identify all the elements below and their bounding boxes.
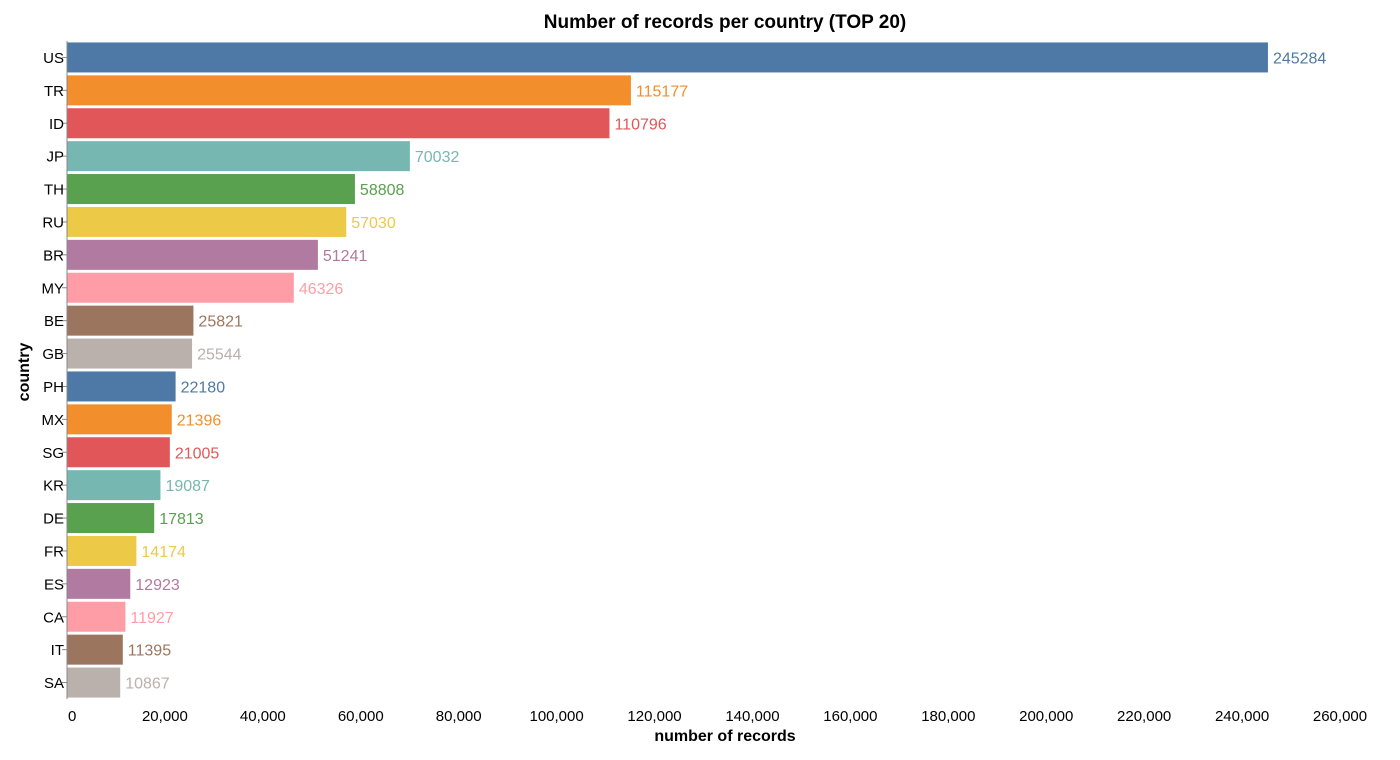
bar-gb bbox=[67, 338, 193, 369]
bar-br bbox=[67, 239, 318, 270]
bar-sg bbox=[67, 437, 170, 468]
bar-ru bbox=[67, 206, 347, 237]
data-label-id: 110796 bbox=[614, 116, 666, 133]
x-axis: 0 20,000 40,000 60,000 80,000 100,000 120,000 1… bbox=[68, 708, 1367, 725]
bar-it bbox=[67, 634, 123, 665]
bar-sa bbox=[67, 667, 121, 698]
bar-es bbox=[67, 568, 131, 599]
x-tick-label: 240,000 bbox=[1215, 708, 1269, 725]
x-tick-label: 140,000 bbox=[725, 708, 779, 725]
y-axis-title: country bbox=[16, 343, 33, 402]
data-label-us: 245284 bbox=[1273, 50, 1326, 67]
x-tick-label: 80,000 bbox=[436, 708, 482, 725]
data-label-sg: 21005 bbox=[175, 445, 220, 462]
y-tick-label-ru: RU bbox=[42, 214, 64, 231]
bar-fr bbox=[67, 535, 137, 566]
data-label-tr: 115177 bbox=[636, 83, 688, 100]
data-label-kr: 19087 bbox=[165, 478, 210, 495]
data-label-gb: 25544 bbox=[197, 347, 242, 364]
x-tick-label: 220,000 bbox=[1117, 708, 1171, 725]
bar-kr bbox=[67, 470, 161, 501]
y-tick-label-de: DE bbox=[43, 511, 64, 528]
y-tick-label-sa: SA bbox=[44, 675, 64, 692]
data-label-es: 12923 bbox=[135, 577, 180, 594]
y-tick-label-es: ES bbox=[44, 576, 64, 593]
data-label-mx: 21396 bbox=[177, 412, 222, 429]
y-tick-label-it: IT bbox=[51, 642, 64, 659]
x-tick-label: 260,000 bbox=[1313, 708, 1367, 725]
bar-jp bbox=[67, 141, 410, 172]
data-label-de: 17813 bbox=[159, 511, 204, 528]
data-label-br: 51241 bbox=[323, 248, 368, 265]
y-tick-label-br: BR bbox=[43, 247, 64, 264]
bar-th bbox=[67, 174, 355, 205]
bar-de bbox=[67, 503, 155, 534]
bar-my bbox=[67, 272, 294, 303]
data-label-sa: 10867 bbox=[125, 676, 170, 693]
y-tick-label-gb: GB bbox=[42, 346, 64, 363]
bars-group: 245284 115177 110796 70032 58808 57030 51241 46… bbox=[67, 42, 1326, 698]
data-label-ph: 22180 bbox=[181, 379, 226, 396]
y-tick-label-ph: PH bbox=[43, 379, 64, 396]
bar-tr bbox=[67, 75, 631, 106]
data-label-fr: 14174 bbox=[141, 544, 186, 561]
x-tick-label: 120,000 bbox=[627, 708, 681, 725]
x-tick-label: 180,000 bbox=[921, 708, 975, 725]
y-axis: US TR ID JP TH RU BR MY BE GB PH MX SG KR DE FR ES CA IT SA bbox=[42, 41, 68, 699]
y-tick-label-ca: CA bbox=[43, 609, 64, 626]
chart-title: Number of records per country (TOP 20) bbox=[544, 12, 907, 33]
x-tick-label: 40,000 bbox=[240, 708, 286, 725]
x-axis-title: number of records bbox=[654, 728, 795, 745]
x-tick-label: 160,000 bbox=[823, 708, 877, 725]
y-tick-label-my: MY bbox=[42, 280, 65, 297]
data-label-be: 25821 bbox=[198, 314, 243, 331]
y-tick-label-mx: MX bbox=[42, 412, 65, 429]
x-tick-label: 200,000 bbox=[1019, 708, 1073, 725]
bar-ca bbox=[67, 601, 126, 632]
x-tick-label: 100,000 bbox=[529, 708, 583, 725]
data-label-ca: 11927 bbox=[130, 610, 173, 627]
y-tick-label-fr: FR bbox=[44, 543, 64, 560]
bar-id bbox=[67, 108, 610, 139]
y-tick-label-jp: JP bbox=[46, 149, 64, 166]
x-tick-label: 60,000 bbox=[338, 708, 384, 725]
bar-be bbox=[67, 305, 194, 336]
data-label-jp: 70032 bbox=[415, 149, 460, 166]
x-tick-label: 20,000 bbox=[142, 708, 188, 725]
data-label-my: 46326 bbox=[299, 281, 344, 298]
y-tick-label-tr: TR bbox=[44, 83, 64, 100]
y-tick-label-th: TH bbox=[44, 182, 64, 199]
y-tick-label-sg: SG bbox=[42, 445, 64, 462]
bar-us bbox=[67, 42, 1268, 73]
y-tick-label-kr: KR bbox=[43, 478, 64, 495]
y-tick-label-us: US bbox=[43, 50, 64, 67]
data-label-th: 58808 bbox=[360, 182, 405, 199]
bar-mx bbox=[67, 404, 172, 435]
data-label-ru: 57030 bbox=[351, 215, 396, 232]
y-tick-label-be: BE bbox=[44, 313, 64, 330]
bar-ph bbox=[67, 371, 176, 402]
x-tick-label: 0 bbox=[68, 708, 76, 725]
data-label-it: 11395 bbox=[128, 643, 171, 660]
y-tick-label-id: ID bbox=[49, 116, 64, 133]
